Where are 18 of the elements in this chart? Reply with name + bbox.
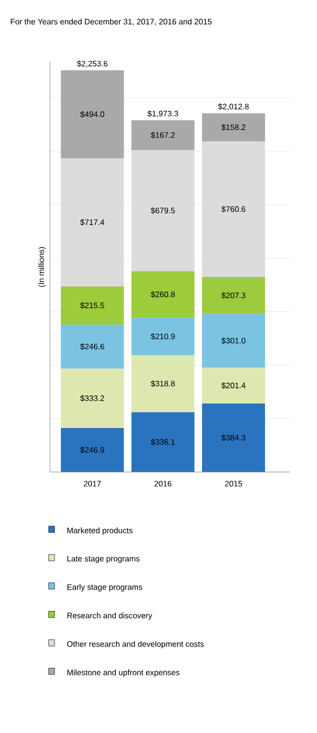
bar bbox=[131, 271, 194, 318]
bar bbox=[131, 412, 194, 472]
bar bbox=[202, 368, 266, 404]
bar bbox=[60, 324, 124, 369]
bar bbox=[60, 428, 124, 472]
bar bbox=[202, 113, 266, 142]
bar bbox=[202, 314, 266, 368]
bar bbox=[131, 318, 194, 356]
bar bbox=[131, 150, 194, 272]
bar bbox=[202, 141, 266, 277]
bar bbox=[202, 403, 266, 472]
bar bbox=[202, 276, 266, 314]
bar bbox=[60, 368, 124, 428]
bar bbox=[131, 355, 194, 412]
bar bbox=[60, 70, 124, 158]
bar bbox=[131, 120, 194, 150]
bar bbox=[60, 158, 124, 286]
bar bbox=[60, 286, 124, 325]
